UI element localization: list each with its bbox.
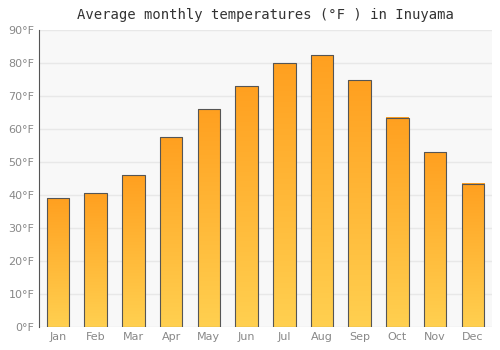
Bar: [236, 86, 258, 327]
Bar: [462, 183, 484, 327]
Bar: [310, 55, 334, 327]
Bar: [386, 118, 408, 327]
Title: Average monthly temperatures (°F ) in Inuyama: Average monthly temperatures (°F ) in In…: [77, 8, 454, 22]
Bar: [348, 80, 371, 327]
Bar: [424, 152, 446, 327]
Bar: [46, 198, 70, 327]
Bar: [160, 138, 182, 327]
Bar: [122, 175, 145, 327]
Bar: [273, 63, 295, 327]
Bar: [198, 110, 220, 327]
Bar: [84, 194, 107, 327]
